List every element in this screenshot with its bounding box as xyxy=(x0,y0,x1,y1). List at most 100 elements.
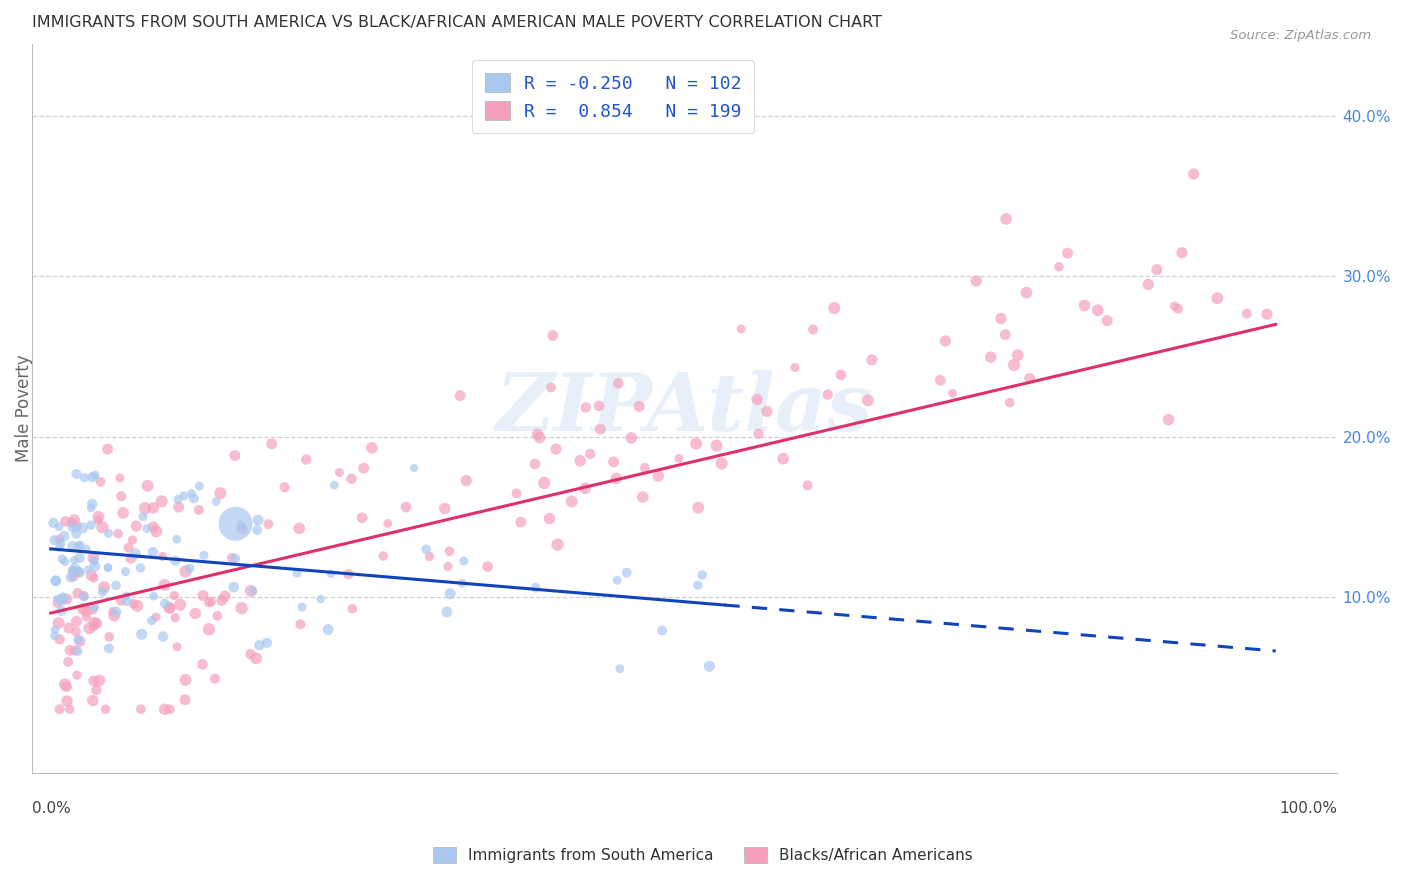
Point xyxy=(101,605,124,619)
Point xyxy=(730,322,752,336)
Point xyxy=(337,567,360,582)
Point xyxy=(105,605,128,619)
Point xyxy=(82,470,104,484)
Point xyxy=(540,380,562,394)
Point xyxy=(373,549,395,563)
Point xyxy=(66,586,89,600)
Point xyxy=(439,544,461,558)
Point xyxy=(51,593,73,607)
Point xyxy=(477,559,499,574)
Point xyxy=(796,478,818,492)
Point xyxy=(63,513,86,527)
Text: IMMIGRANTS FROM SOUTH AMERICA VS BLACK/AFRICAN AMERICAN MALE POVERTY CORRELATION: IMMIGRANTS FROM SOUTH AMERICA VS BLACK/A… xyxy=(32,15,883,30)
Point xyxy=(747,426,769,441)
Point xyxy=(97,526,120,541)
Point xyxy=(77,562,100,576)
Point xyxy=(239,583,262,598)
Point xyxy=(152,630,174,644)
Point xyxy=(200,595,222,609)
Point xyxy=(110,594,132,608)
Point xyxy=(246,523,269,537)
Point xyxy=(56,655,79,669)
Point xyxy=(89,673,111,688)
Point xyxy=(222,580,245,594)
Point xyxy=(256,636,278,650)
Point xyxy=(575,401,598,415)
Legend: R = -0.250   N = 102, R =  0.854   N = 199: R = -0.250 N = 102, R = 0.854 N = 199 xyxy=(472,60,755,133)
Point xyxy=(288,521,311,535)
Point xyxy=(63,643,86,657)
Point xyxy=(52,591,75,605)
Point xyxy=(620,431,643,445)
Point xyxy=(142,589,165,603)
Point xyxy=(538,511,561,525)
Point xyxy=(856,393,879,408)
Point xyxy=(75,610,97,624)
Point xyxy=(183,491,205,506)
Point xyxy=(83,571,105,585)
Point xyxy=(817,387,839,401)
Point xyxy=(131,627,153,641)
Point xyxy=(82,693,104,707)
Point xyxy=(823,301,845,316)
Point xyxy=(1002,358,1025,372)
Point xyxy=(291,600,314,615)
Point xyxy=(97,560,120,574)
Point xyxy=(174,693,197,707)
Point xyxy=(65,518,87,533)
Point xyxy=(44,629,66,643)
Point xyxy=(51,604,73,618)
Point xyxy=(45,574,67,588)
Point xyxy=(86,616,108,631)
Point xyxy=(82,619,104,633)
Point xyxy=(83,600,105,615)
Point xyxy=(97,561,120,575)
Point xyxy=(152,549,174,564)
Point xyxy=(395,500,418,515)
Point xyxy=(353,461,375,475)
Point xyxy=(72,521,94,535)
Point xyxy=(569,453,592,467)
Point xyxy=(801,322,824,336)
Point xyxy=(1163,299,1185,313)
Point xyxy=(245,651,267,665)
Point xyxy=(377,516,399,531)
Point xyxy=(184,607,207,621)
Point xyxy=(456,474,478,488)
Point xyxy=(328,466,350,480)
Point xyxy=(166,533,188,547)
Point xyxy=(129,702,152,716)
Point xyxy=(127,599,149,613)
Point xyxy=(103,608,125,623)
Point xyxy=(82,602,104,616)
Point xyxy=(150,494,173,508)
Point xyxy=(706,438,728,452)
Point xyxy=(934,334,956,348)
Point xyxy=(668,451,690,466)
Point xyxy=(1095,313,1118,327)
Point xyxy=(224,449,246,463)
Point xyxy=(157,600,180,615)
Text: ZIPAtlas: ZIPAtlas xyxy=(496,370,873,447)
Point xyxy=(129,561,152,575)
Point xyxy=(1087,303,1109,318)
Point xyxy=(193,549,215,563)
Point xyxy=(180,486,202,500)
Point xyxy=(84,559,107,574)
Point xyxy=(323,478,346,492)
Point xyxy=(69,539,91,553)
Point xyxy=(606,574,628,588)
Point xyxy=(207,608,229,623)
Point xyxy=(60,516,83,530)
Point xyxy=(995,211,1018,226)
Point xyxy=(62,539,84,553)
Point xyxy=(153,702,176,716)
Point xyxy=(73,471,96,485)
Point xyxy=(76,541,98,556)
Point xyxy=(142,545,165,559)
Legend: Immigrants from South America, Blacks/African Americans: Immigrants from South America, Blacks/Af… xyxy=(426,839,980,871)
Point xyxy=(634,460,657,475)
Point xyxy=(80,501,103,516)
Point xyxy=(94,702,117,716)
Point xyxy=(48,615,70,630)
